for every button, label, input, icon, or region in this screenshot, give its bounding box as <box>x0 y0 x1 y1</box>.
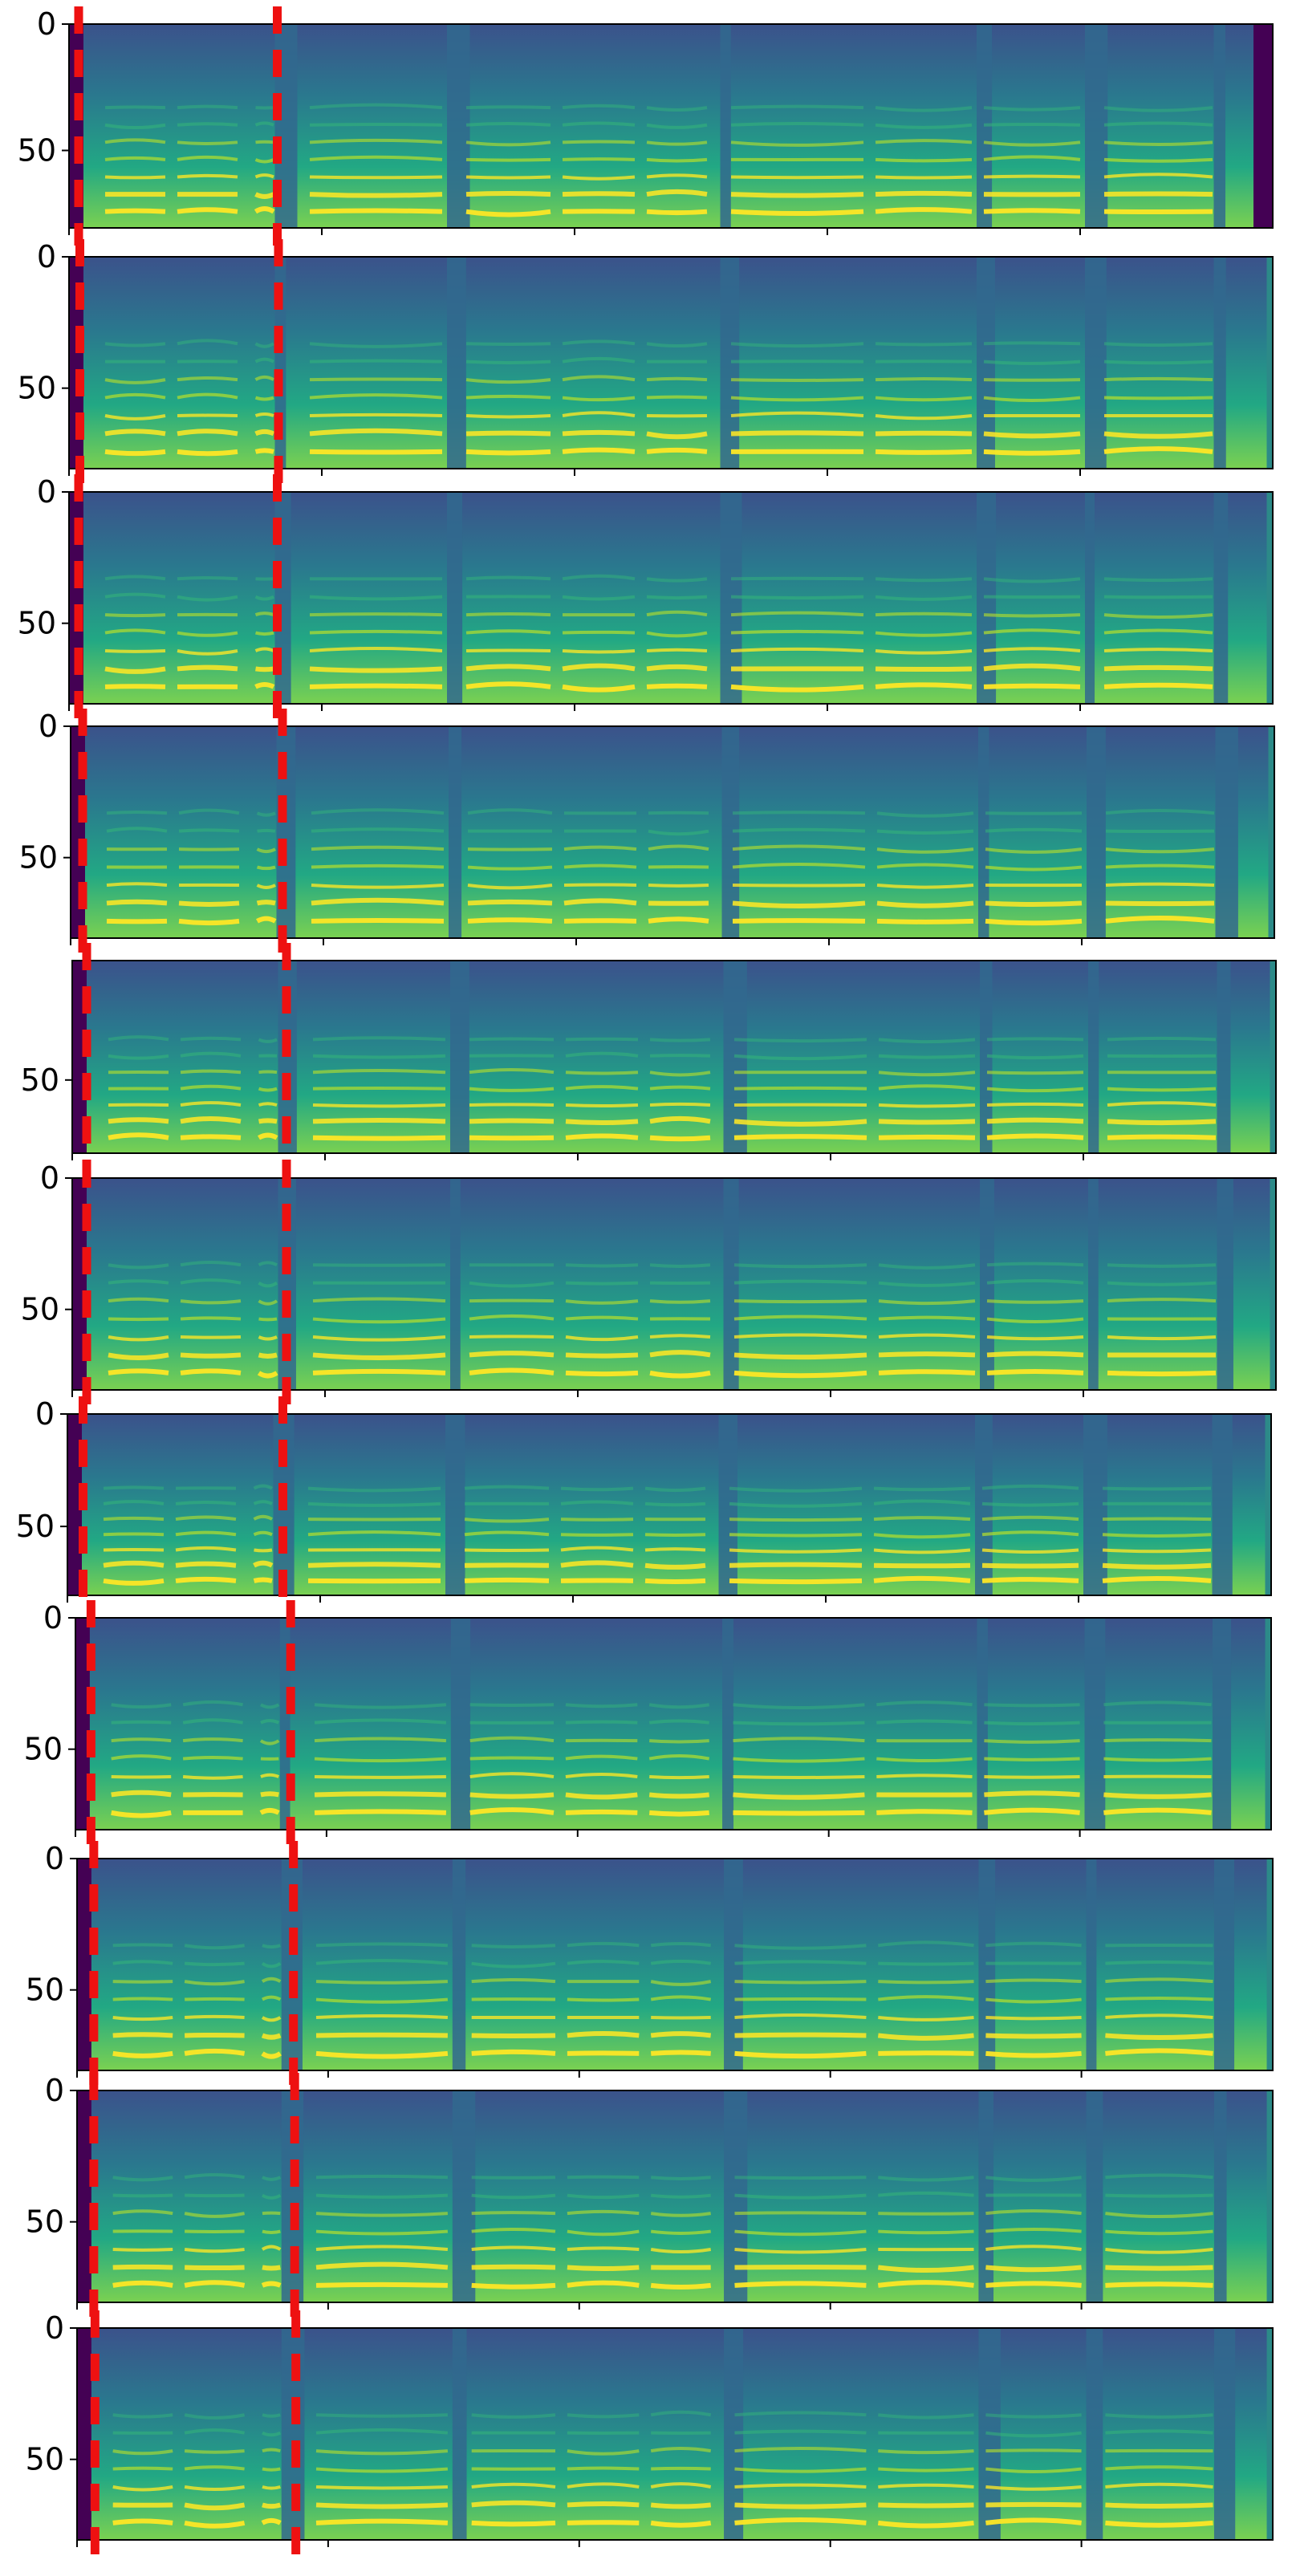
spectrogram-image <box>72 961 1276 1153</box>
y-tick-label: 0 <box>40 1160 59 1196</box>
y-tick-label: 0 <box>43 1600 63 1635</box>
spectrogram-image <box>71 726 1274 938</box>
y-tick-label: 50 <box>26 2442 64 2477</box>
panel-frame <box>68 256 1274 469</box>
panel-frame <box>67 1413 1272 1596</box>
spectrogram-panel: 0 50 <box>26 2073 1274 2320</box>
y-tick-label: 0 <box>45 1841 64 1876</box>
spectrogram-image <box>69 257 1273 469</box>
y-tick-label: 50 <box>24 1732 63 1767</box>
spectrogram-image <box>77 2090 1273 2302</box>
spectrogram-panel: 0 50 <box>18 474 1274 721</box>
y-tick-label: 0 <box>45 2310 64 2346</box>
spectrogram-image <box>77 2328 1273 2540</box>
spectrogram-image <box>75 1618 1271 1830</box>
y-tick-label: 0 <box>45 2073 64 2108</box>
spectrogram-panel: 0 50 <box>19 709 1275 956</box>
panel-frame <box>75 1617 1272 1830</box>
spectrogram-panel: 0 50 <box>26 2310 1274 2558</box>
y-tick-label: 0 <box>37 474 56 510</box>
spectrogram-panel: 0 50 <box>16 1396 1272 1613</box>
y-tick-label: 0 <box>37 239 56 274</box>
y-tick-label: 50 <box>21 1062 59 1098</box>
panel-frame <box>76 1858 1274 2071</box>
spectrogram-panel: 0 50 <box>21 1160 1277 1408</box>
spectrogram-panel: 0 50 <box>18 6 1274 246</box>
y-tick-label: 50 <box>18 371 56 406</box>
spectrogram-image <box>77 1859 1273 2070</box>
panel-frame <box>76 2090 1274 2303</box>
y-tick-label: 0 <box>39 709 58 744</box>
y-tick-label: 50 <box>26 2204 64 2240</box>
spectrogram-panel: 0 50 <box>24 1600 1272 1847</box>
y-tick-label: 50 <box>16 1509 55 1544</box>
y-tick-label: 50 <box>26 1973 64 2008</box>
spectrogram-image <box>72 1178 1276 1390</box>
spectrogram-panel: 0 50 <box>18 239 1274 486</box>
y-tick-label: 50 <box>18 606 56 641</box>
spectrogram-image <box>69 492 1273 704</box>
spectrogram-panel: 0 50 <box>26 1841 1274 2088</box>
panel-frame <box>71 960 1277 1154</box>
y-tick-label: 0 <box>37 6 56 42</box>
y-tick-label: 0 <box>35 1396 55 1432</box>
y-tick-label: 50 <box>19 840 58 876</box>
panel-frame <box>70 725 1275 939</box>
panel-frame <box>76 2327 1274 2541</box>
y-tick-label: 50 <box>21 1292 59 1327</box>
spectrogram-image <box>69 24 1273 228</box>
spectrogram-image <box>67 1414 1271 1595</box>
panel-frame <box>68 23 1274 229</box>
panels-layer: 0 50 0 50 0 50 0 50 50 0 50 0 50 0 50 0 50 0 50 0 50 <box>16 6 1277 2558</box>
y-tick-label: 50 <box>18 132 56 168</box>
spectrogram-panel: 50 <box>21 943 1277 1171</box>
panel-frame <box>68 491 1274 705</box>
panel-frame <box>71 1177 1277 1391</box>
